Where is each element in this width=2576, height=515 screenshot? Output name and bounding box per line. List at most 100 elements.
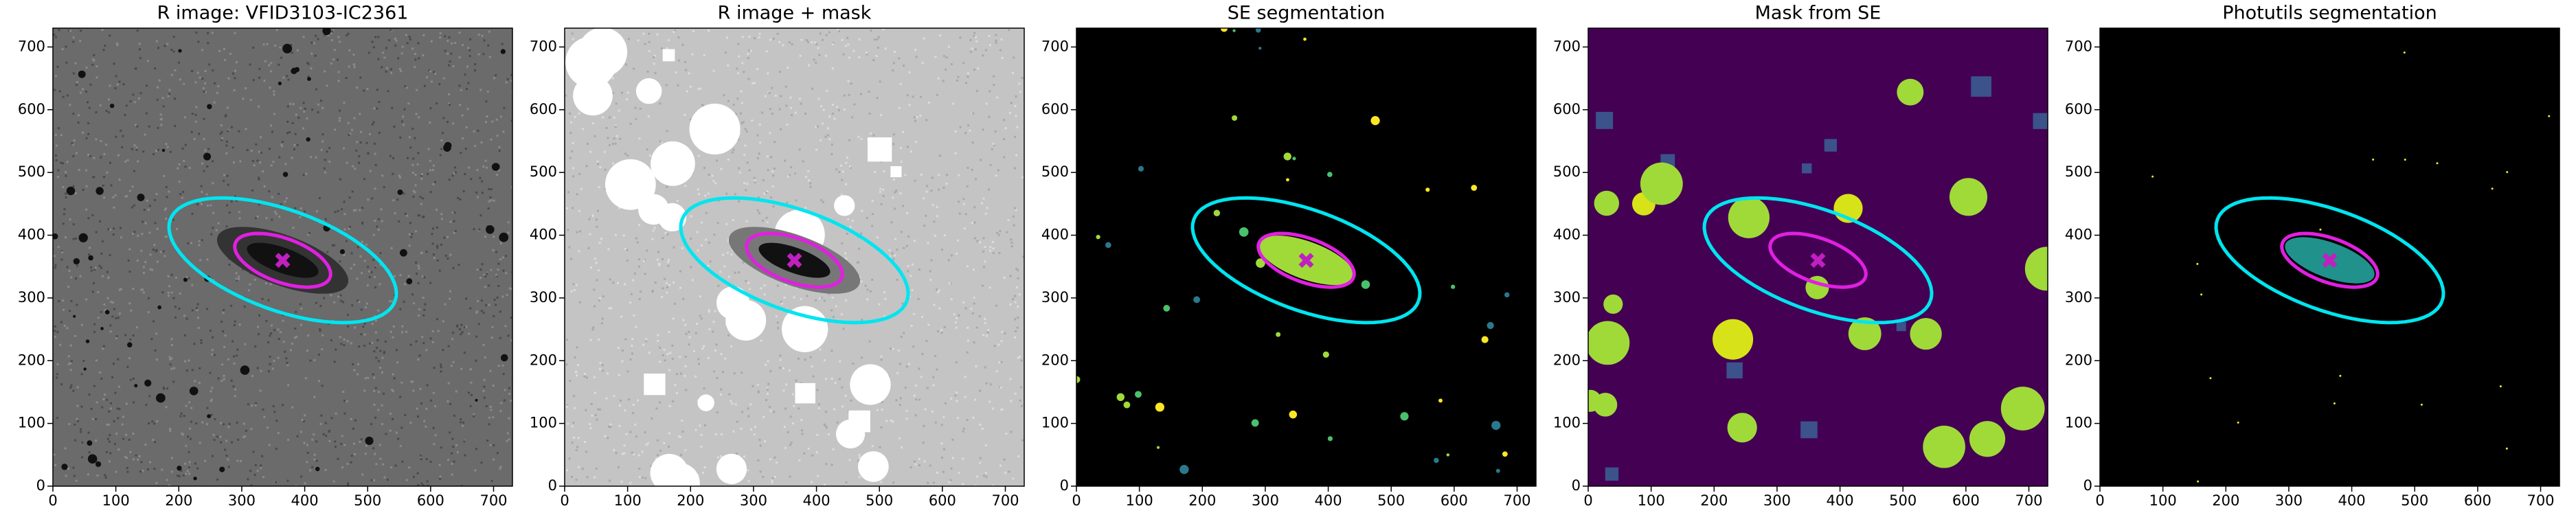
noise bbox=[70, 276, 73, 279]
noise bbox=[449, 253, 452, 256]
noise bbox=[825, 378, 828, 380]
noise bbox=[132, 93, 135, 96]
noise bbox=[328, 160, 331, 163]
noise bbox=[940, 249, 943, 251]
noise bbox=[791, 422, 794, 425]
noise bbox=[791, 393, 794, 396]
noise bbox=[102, 275, 104, 277]
noise bbox=[995, 39, 997, 42]
noise bbox=[439, 154, 442, 157]
noise bbox=[657, 339, 659, 342]
noise bbox=[771, 170, 774, 172]
y-tick-label: 400 bbox=[18, 227, 45, 243]
noise bbox=[730, 400, 732, 402]
noise bbox=[317, 380, 320, 382]
noise bbox=[913, 394, 916, 397]
noise bbox=[433, 71, 436, 73]
noise bbox=[979, 389, 982, 392]
noise bbox=[1015, 154, 1018, 157]
noise bbox=[423, 84, 426, 87]
noise bbox=[646, 442, 649, 445]
noise bbox=[888, 249, 891, 251]
noise bbox=[63, 324, 66, 327]
noise bbox=[324, 468, 327, 471]
noise bbox=[800, 298, 802, 301]
noise bbox=[508, 438, 510, 441]
noise bbox=[860, 232, 863, 235]
noise bbox=[185, 444, 188, 447]
noise bbox=[244, 435, 247, 437]
noise bbox=[103, 176, 106, 179]
noise bbox=[104, 393, 106, 396]
noise bbox=[684, 355, 687, 358]
noise bbox=[60, 250, 63, 253]
noise bbox=[62, 185, 65, 188]
noise bbox=[666, 47, 668, 50]
noise bbox=[596, 160, 599, 163]
noise bbox=[703, 345, 705, 347]
star bbox=[87, 440, 93, 446]
noise bbox=[699, 424, 701, 427]
noise bbox=[354, 419, 357, 422]
noise bbox=[831, 67, 834, 70]
noise bbox=[102, 49, 105, 52]
noise bbox=[359, 209, 361, 211]
noise bbox=[375, 463, 378, 466]
noise bbox=[819, 32, 822, 35]
noise bbox=[477, 323, 480, 325]
noise bbox=[210, 233, 213, 236]
noise bbox=[406, 42, 409, 45]
noise bbox=[399, 274, 402, 277]
noise bbox=[487, 44, 490, 47]
noise bbox=[201, 162, 204, 165]
noise bbox=[769, 406, 771, 409]
noise bbox=[227, 358, 230, 360]
noise bbox=[999, 49, 1002, 52]
noise bbox=[685, 389, 688, 391]
noise bbox=[58, 300, 60, 303]
noise bbox=[419, 196, 422, 198]
noise bbox=[665, 84, 668, 87]
noise bbox=[769, 370, 772, 373]
noise bbox=[944, 402, 947, 404]
ellipse bbox=[1702, 196, 1934, 325]
noise bbox=[273, 113, 275, 115]
noise bbox=[861, 209, 863, 212]
noise bbox=[294, 133, 297, 135]
star bbox=[443, 144, 451, 152]
noise bbox=[212, 69, 214, 72]
noise bbox=[368, 52, 370, 54]
noise bbox=[148, 231, 151, 234]
noise bbox=[218, 49, 221, 52]
star bbox=[95, 461, 102, 468]
noise bbox=[104, 45, 106, 47]
noise bbox=[644, 43, 646, 45]
noise bbox=[831, 43, 834, 46]
y-tick-label: 400 bbox=[1041, 227, 1069, 243]
noise bbox=[259, 136, 262, 139]
noise bbox=[418, 308, 421, 311]
ellipse bbox=[1190, 196, 1422, 325]
noise bbox=[577, 466, 580, 468]
noise bbox=[403, 283, 406, 286]
panel-title: SE segmentation bbox=[1228, 3, 1385, 24]
noise bbox=[766, 221, 769, 224]
noise bbox=[923, 424, 925, 427]
noise bbox=[440, 243, 442, 246]
noise bbox=[950, 63, 953, 66]
noise bbox=[429, 159, 431, 162]
noise bbox=[926, 185, 929, 187]
noise bbox=[147, 208, 150, 211]
noise bbox=[466, 65, 469, 68]
noise bbox=[232, 385, 235, 388]
noise bbox=[879, 187, 882, 190]
noise bbox=[804, 358, 806, 361]
noise bbox=[149, 461, 152, 464]
noise bbox=[190, 407, 193, 409]
noise bbox=[732, 430, 735, 433]
noise bbox=[328, 147, 331, 150]
noise bbox=[339, 294, 342, 297]
noise bbox=[594, 258, 596, 260]
noise bbox=[231, 340, 234, 343]
noise bbox=[75, 277, 78, 280]
